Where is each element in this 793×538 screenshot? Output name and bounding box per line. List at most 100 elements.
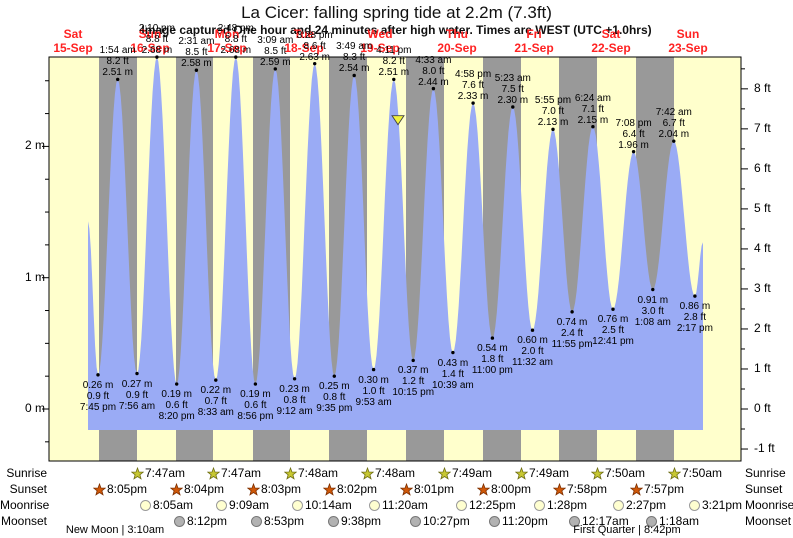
- sunset-star-icon: [323, 483, 336, 496]
- chart-title: La Cicer: falling spring tide at 2.2m (7…: [241, 3, 552, 22]
- low-tide-annotation: 0.43 m 1.4 ft 10:39 am: [432, 358, 474, 391]
- sunrise-star-icon: [668, 467, 681, 480]
- sunset-entry: 8:00pm: [477, 483, 531, 496]
- sunset-star-icon: [477, 483, 490, 496]
- moonset-circle-icon: [645, 515, 658, 528]
- moonrise-circle-icon: [688, 499, 701, 512]
- moonrise-circle-icon: [291, 499, 304, 512]
- moonrise-time: 3:21pm: [702, 498, 743, 512]
- sunrise-entry: 7:49am: [515, 467, 569, 480]
- tide-ft-value: 0.8 ft: [283, 394, 306, 406]
- tide-ft-value: 0.9 ft: [86, 390, 110, 402]
- sunset-time: 8:00pm: [491, 482, 532, 496]
- tide-time-value: 2:31 am: [178, 36, 215, 48]
- sunrise-time: 7:47am: [221, 466, 262, 480]
- day-name: Sun: [138, 27, 162, 41]
- tide-m-value: 2.54 m: [338, 63, 370, 75]
- high-tide-dot: [155, 55, 159, 59]
- high-tide-annotation: 4:33 am 8.0 ft 2.44 m: [415, 55, 451, 88]
- day-label: Sat 22-Sep: [591, 27, 630, 55]
- sunrise-time: 7:49am: [452, 466, 493, 480]
- day-label: Sun 23-Sep: [668, 27, 707, 55]
- moonrise-row-label-left: Moonrise: [0, 498, 50, 512]
- tide-time-value: 7:45 pm: [79, 401, 117, 413]
- sunrise-entry: 7:48am: [284, 467, 338, 480]
- sunset-entry: 7:57pm: [630, 483, 684, 496]
- moonrise-time: 1:28pm: [547, 498, 588, 512]
- day-date: 22-Sep: [591, 41, 631, 55]
- moonrise-entry: 9:09am: [215, 499, 269, 512]
- high-tide-annotation: 4:11 pm 8.2 ft 2.51 m: [376, 45, 411, 78]
- moonrise-entry: 10:14am: [291, 499, 352, 512]
- low-tide-dot: [96, 373, 100, 377]
- moonrise-circle-icon: [612, 499, 625, 512]
- moonrise-time: 12:25pm: [469, 498, 516, 512]
- day-label: Fri 21-Sep: [514, 27, 553, 55]
- high-tide-dot: [551, 127, 555, 132]
- tide-m-value: 0.91 m: [637, 294, 669, 306]
- low-tide-dot: [451, 350, 455, 355]
- moonset-time: 12:17am: [582, 514, 629, 528]
- tide-ft-value: 8.3 ft: [343, 52, 366, 64]
- tide-m-value: 2.44 m: [418, 76, 449, 88]
- sunset-time: 8:03pm: [261, 482, 302, 496]
- sunrise-time: 7:50am: [682, 466, 723, 480]
- moonrise-entry: 3:21pm: [688, 499, 742, 512]
- left-axis-label: 2 m: [24, 138, 45, 153]
- sunset-entry: 8:01pm: [400, 483, 454, 496]
- tide-time-value: 2:10 pm: [138, 23, 175, 35]
- sunrise-row-label-right: Sunrise: [745, 466, 786, 480]
- moonset-entry: 11:20pm: [488, 515, 548, 528]
- day-name: Sun: [676, 27, 700, 41]
- right-axis-label: 3 ft: [754, 280, 771, 295]
- tide-m-value: 2.15 m: [577, 114, 609, 126]
- sunset-row-label-left: Sunset: [9, 482, 47, 496]
- tide-time-value: 4:58 pm: [455, 69, 492, 81]
- moonrise-row-label-right: Moonrise: [745, 498, 793, 512]
- moonrise-entry: 8:05am: [139, 499, 193, 512]
- tide-time-value: 8:33 am: [197, 407, 234, 419]
- high-tide-dot: [234, 55, 238, 59]
- high-tide-annotation: 2:31 am 8.5 ft 2.58 m: [178, 36, 214, 69]
- tide-time-value: 7:42 am: [655, 107, 692, 119]
- moonrise-entry: 1:28pm: [533, 499, 587, 512]
- tide-time-value: 11:32 am: [512, 357, 553, 369]
- sunrise-star-icon: [284, 467, 297, 480]
- right-axis-label: 0 ft: [754, 401, 771, 415]
- tide-time-value: 10:15 pm: [392, 387, 435, 399]
- tide-time-value: 8:56 pm: [237, 411, 274, 423]
- right-axis-label: 6 ft: [754, 160, 771, 175]
- high-tide-annotation: 3:49 am 8.3 ft 2.54 m: [336, 41, 372, 74]
- low-tide-dot: [611, 307, 615, 311]
- sunset-star-icon: [553, 483, 566, 496]
- tide-ft-value: 3.0 ft: [641, 305, 664, 317]
- low-tide-annotation: 0.19 m 0.6 ft 8:20 pm: [159, 389, 195, 422]
- moonset-row-label-left: Moonset: [0, 514, 47, 528]
- tide-time-value: 3:28 pm: [296, 29, 333, 41]
- sunrise-time: 7:47am: [145, 466, 186, 480]
- high-tide-annotation: 7:08 pm 6.4 ft 1.96 m: [616, 118, 652, 151]
- tide-m-value: 2.51 m: [102, 67, 133, 79]
- moonset-entry: 8:53pm: [250, 515, 304, 528]
- low-tide-dot: [651, 287, 655, 292]
- high-tide-dot: [392, 77, 396, 82]
- tide-m-value: 0.86 m: [679, 301, 711, 313]
- moonrise-entry: 2:27pm: [612, 499, 666, 512]
- moonrise-circle-icon: [368, 499, 381, 512]
- tide-time-value: 4:33 am: [415, 54, 452, 66]
- tide-ft-value: 1.8 ft: [481, 354, 504, 366]
- tide-time-value: 11:00 pm: [471, 365, 513, 377]
- tide-ft-value: 1.4 ft: [441, 368, 465, 380]
- sunrise-star-icon: [207, 467, 220, 480]
- high-tide-dot: [431, 86, 436, 91]
- tide-ft-value: 1.0 ft: [362, 385, 385, 397]
- tide-ft-value: 6.4 ft: [622, 128, 645, 140]
- sunrise-row-label-left: Sunrise: [6, 466, 47, 480]
- day-name: Sat: [601, 27, 621, 41]
- sunrise-time: 7:50am: [605, 466, 646, 480]
- tide-m-value: 1.96 m: [618, 139, 649, 151]
- tide-time-value: 3:49 am: [336, 41, 373, 53]
- low-tide-annotation: 0.54 m 1.8 ft 11:00 pm: [472, 343, 513, 376]
- day-label: Sun 16-Sep: [130, 27, 169, 55]
- tide-ft-value: 2.4 ft: [560, 327, 584, 339]
